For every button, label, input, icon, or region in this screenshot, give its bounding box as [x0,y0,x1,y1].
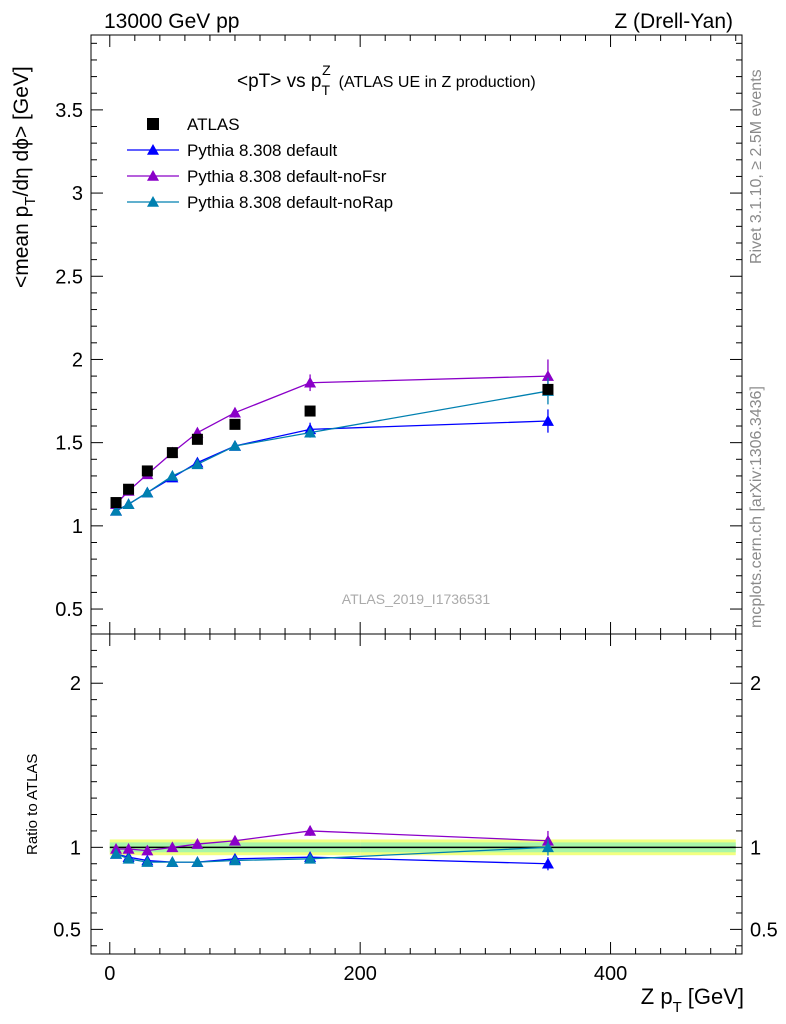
y-axis-label: <mean pT/dη dϕ> [GeV] [10,66,39,288]
main-axis-ticks: 0.5 1 1.5 2 2.5 3 3.5 [55,35,742,634]
series-point [304,376,317,388]
ratio-point [141,844,154,856]
series-point [110,504,123,516]
series-2 [110,359,554,510]
series-1 [110,409,554,516]
ratio-y-tick-label-right: 2 [750,673,761,695]
ratio-series-3 [110,839,554,867]
plot-title-rest: (ATLAS UE in Z production) [339,74,536,91]
x-axis-label-sub: T [673,999,682,1016]
x-axis-label-main: Z p [641,984,673,1009]
legend-item: Pythia 8.308 default-noFsr [127,167,387,186]
ratio-point [141,856,154,867]
y-tick-label: 2 [72,349,83,371]
ratio-series [110,824,554,871]
x-tick-label: 0 [104,963,115,985]
series-point [141,486,154,498]
y-tick-label: 3.5 [55,100,83,122]
plot-title-sub: T [322,82,331,98]
ratio-point [166,841,179,853]
main-panel: 0.511.522.533.5 <pT> vs pTZ(ATLAS UE in … [10,34,743,635]
ratio-axis-ticks: 0 200 400 0.5 0.5 1 1 2 2 [53,634,778,985]
legend-marker [147,144,159,155]
ratio-panel: 0 200 400 0.5 0.5 1 1 2 2 Ratio to ATLAS [24,633,778,985]
ratio-point [166,856,179,867]
atlas-point [304,405,316,417]
legend-marker [147,118,159,130]
plot-title: <pT> vs pTZ (ATLAS UE in Z production) [237,62,536,98]
y-axis-label-a: <mean p [10,206,33,288]
series-point [228,406,241,418]
legend-marker [147,170,159,181]
legend-label: ATLAS [187,115,240,134]
series-point [541,370,554,381]
series-line [115,390,549,512]
y-tick-label: 1 [72,516,83,538]
plot-title-main: <pT> vs p [237,71,322,92]
y-tick-label: 2.5 [55,266,83,288]
y-tick-label: 3 [72,183,83,205]
ratio-point [541,841,554,853]
ratio-point [228,854,241,866]
atlas-point [166,447,178,459]
y-tick-label: 1.5 [55,433,83,455]
legend-item: Pythia 8.308 default-noRap [127,193,393,212]
ratio-point [122,842,135,854]
plot-title-sup: Z [322,62,331,78]
x-tick-label: 400 [594,963,627,985]
header-right: Z (Drell-Yan) [614,10,733,33]
series-atlas [110,383,554,509]
legend-item: ATLAS [147,115,240,134]
series-point [191,458,204,470]
atlas-point [542,383,554,395]
series-point [166,469,179,481]
ratio-y-axis-label: Ratio to ATLAS [24,754,41,855]
legend-label: Pythia 8.308 default-noFsr [187,167,387,186]
ratio-point [304,852,317,864]
x-tick-label: 200 [343,963,376,985]
ratio-point [228,834,241,846]
header-left: 13000 GeV pp [104,10,239,33]
ratio-y-tick-label-right: 1 [750,837,761,859]
series-line [115,375,548,505]
x-axis-label-rest: [GeV] [688,984,744,1009]
atlas-point [191,433,203,445]
legend: ATLAS Pythia 8.308 default Pythia 8.308 de… [127,115,393,212]
ratio-point [304,824,317,836]
y-axis-label-b: /dη dϕ> [GeV] [10,66,33,196]
ratio-frame [90,633,743,955]
plot-watermark: ATLAS_2019_I1736531 [342,591,491,607]
x-axis-label: Z pT [GeV] [641,984,744,1016]
main-series [110,359,554,516]
ratio-y-tick-label: 1 [70,837,81,859]
side-label-top: Rivet 3.1.10, ≥ 2.5M events [748,69,765,264]
series-3 [110,377,554,516]
legend-item: Pythia 8.308 default [127,141,338,160]
y-tick-label: 0.5 [55,599,83,621]
ratio-point [110,847,123,859]
series-point [228,439,241,451]
series-point [541,415,554,426]
series-point [122,498,135,510]
legend-label: Pythia 8.308 default-noRap [187,193,393,212]
series-line [115,420,548,512]
side-label-bottom: mcplots.cern.ch [arXiv:1306.3436] [748,386,765,628]
ratio-point [122,852,135,864]
ratio-y-tick-label: 2 [70,673,81,695]
atlas-point [229,418,241,430]
ratio-series-2 [110,824,554,856]
y-axis-label-sub: T [22,197,39,206]
series-point [304,426,317,438]
atlas-point [123,483,135,495]
atlas-point [110,497,122,509]
ratio-point [191,838,204,849]
legend-marker [147,196,159,207]
ratio-y-tick-label-right: 0.5 [750,919,778,941]
ratio-point [191,856,204,867]
legend-label: Pythia 8.308 default [187,141,338,160]
atlas-point [141,465,153,477]
ratio-point [541,857,554,869]
ratio-y-tick-label: 0.5 [53,919,81,941]
